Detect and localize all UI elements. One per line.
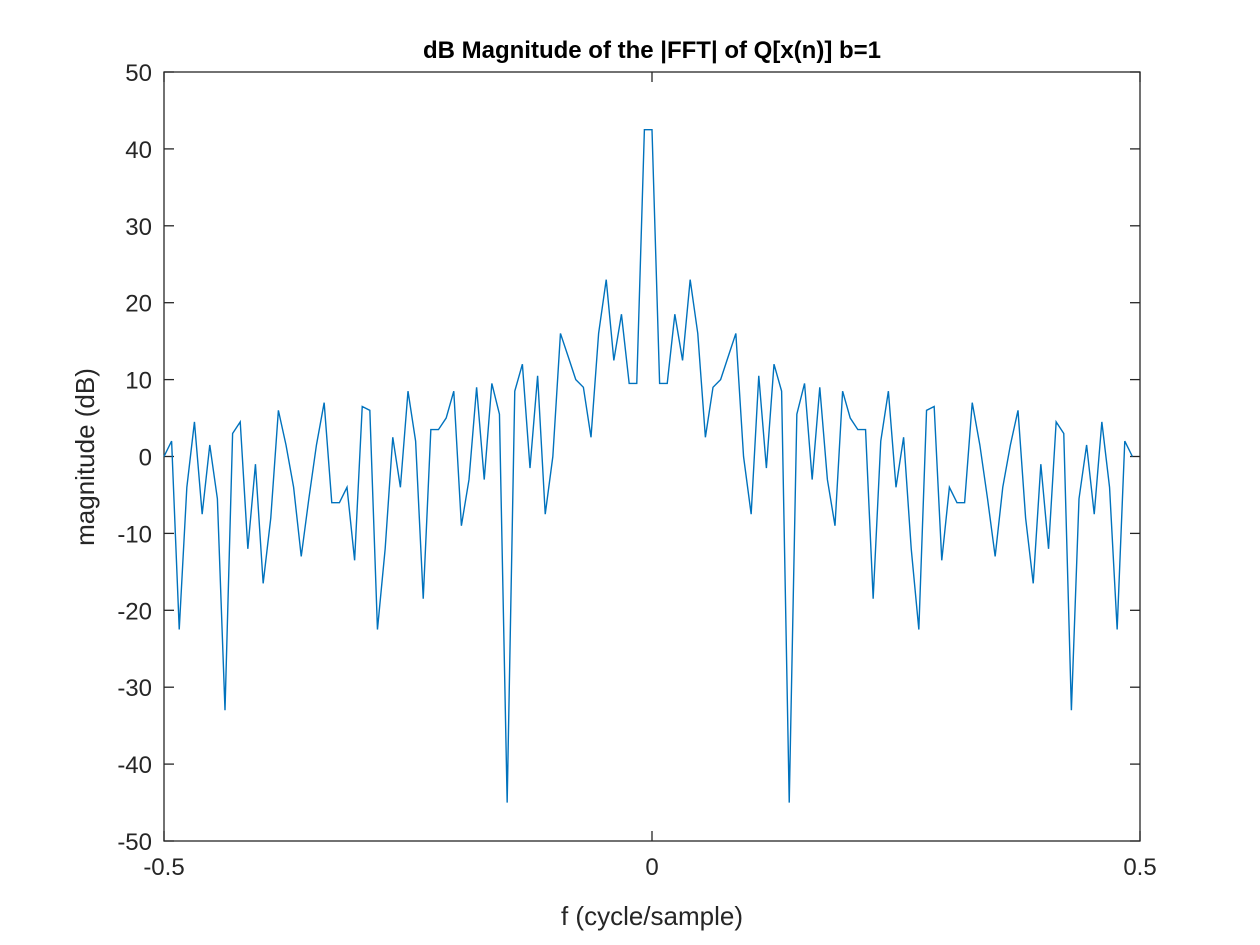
x-tick-label: 0 bbox=[645, 854, 658, 881]
y-tick-label: 30 bbox=[125, 214, 152, 241]
y-tick-label: 10 bbox=[125, 368, 152, 395]
y-tick-label: -10 bbox=[117, 521, 152, 548]
y-tick-label: -50 bbox=[117, 829, 152, 856]
x-tick-label: -0.5 bbox=[143, 854, 184, 881]
y-tick-label: -20 bbox=[117, 598, 152, 625]
y-tick-label: -30 bbox=[117, 675, 152, 702]
chart-title: dB Magnitude of the |FFT| of Q[x(n)] b=1 bbox=[423, 37, 881, 64]
x-tick-label: 0.5 bbox=[1123, 854, 1156, 881]
y-axis-label: magnitude (dB) bbox=[70, 368, 100, 546]
y-tick-label: 50 bbox=[125, 60, 152, 87]
x-axis-label: f (cycle/sample) bbox=[561, 901, 743, 931]
series-line bbox=[163, 128, 1134, 803]
y-tick-label: 20 bbox=[125, 291, 152, 318]
y-tick-label: -40 bbox=[117, 752, 152, 779]
y-tick-label: 0 bbox=[139, 445, 152, 472]
y-tick-label: 40 bbox=[125, 137, 152, 164]
plot-area: 50 40 30 20 10 0 -10 -20 -30 -40 -50-0.5 0 0.5 bbox=[117, 60, 1156, 881]
